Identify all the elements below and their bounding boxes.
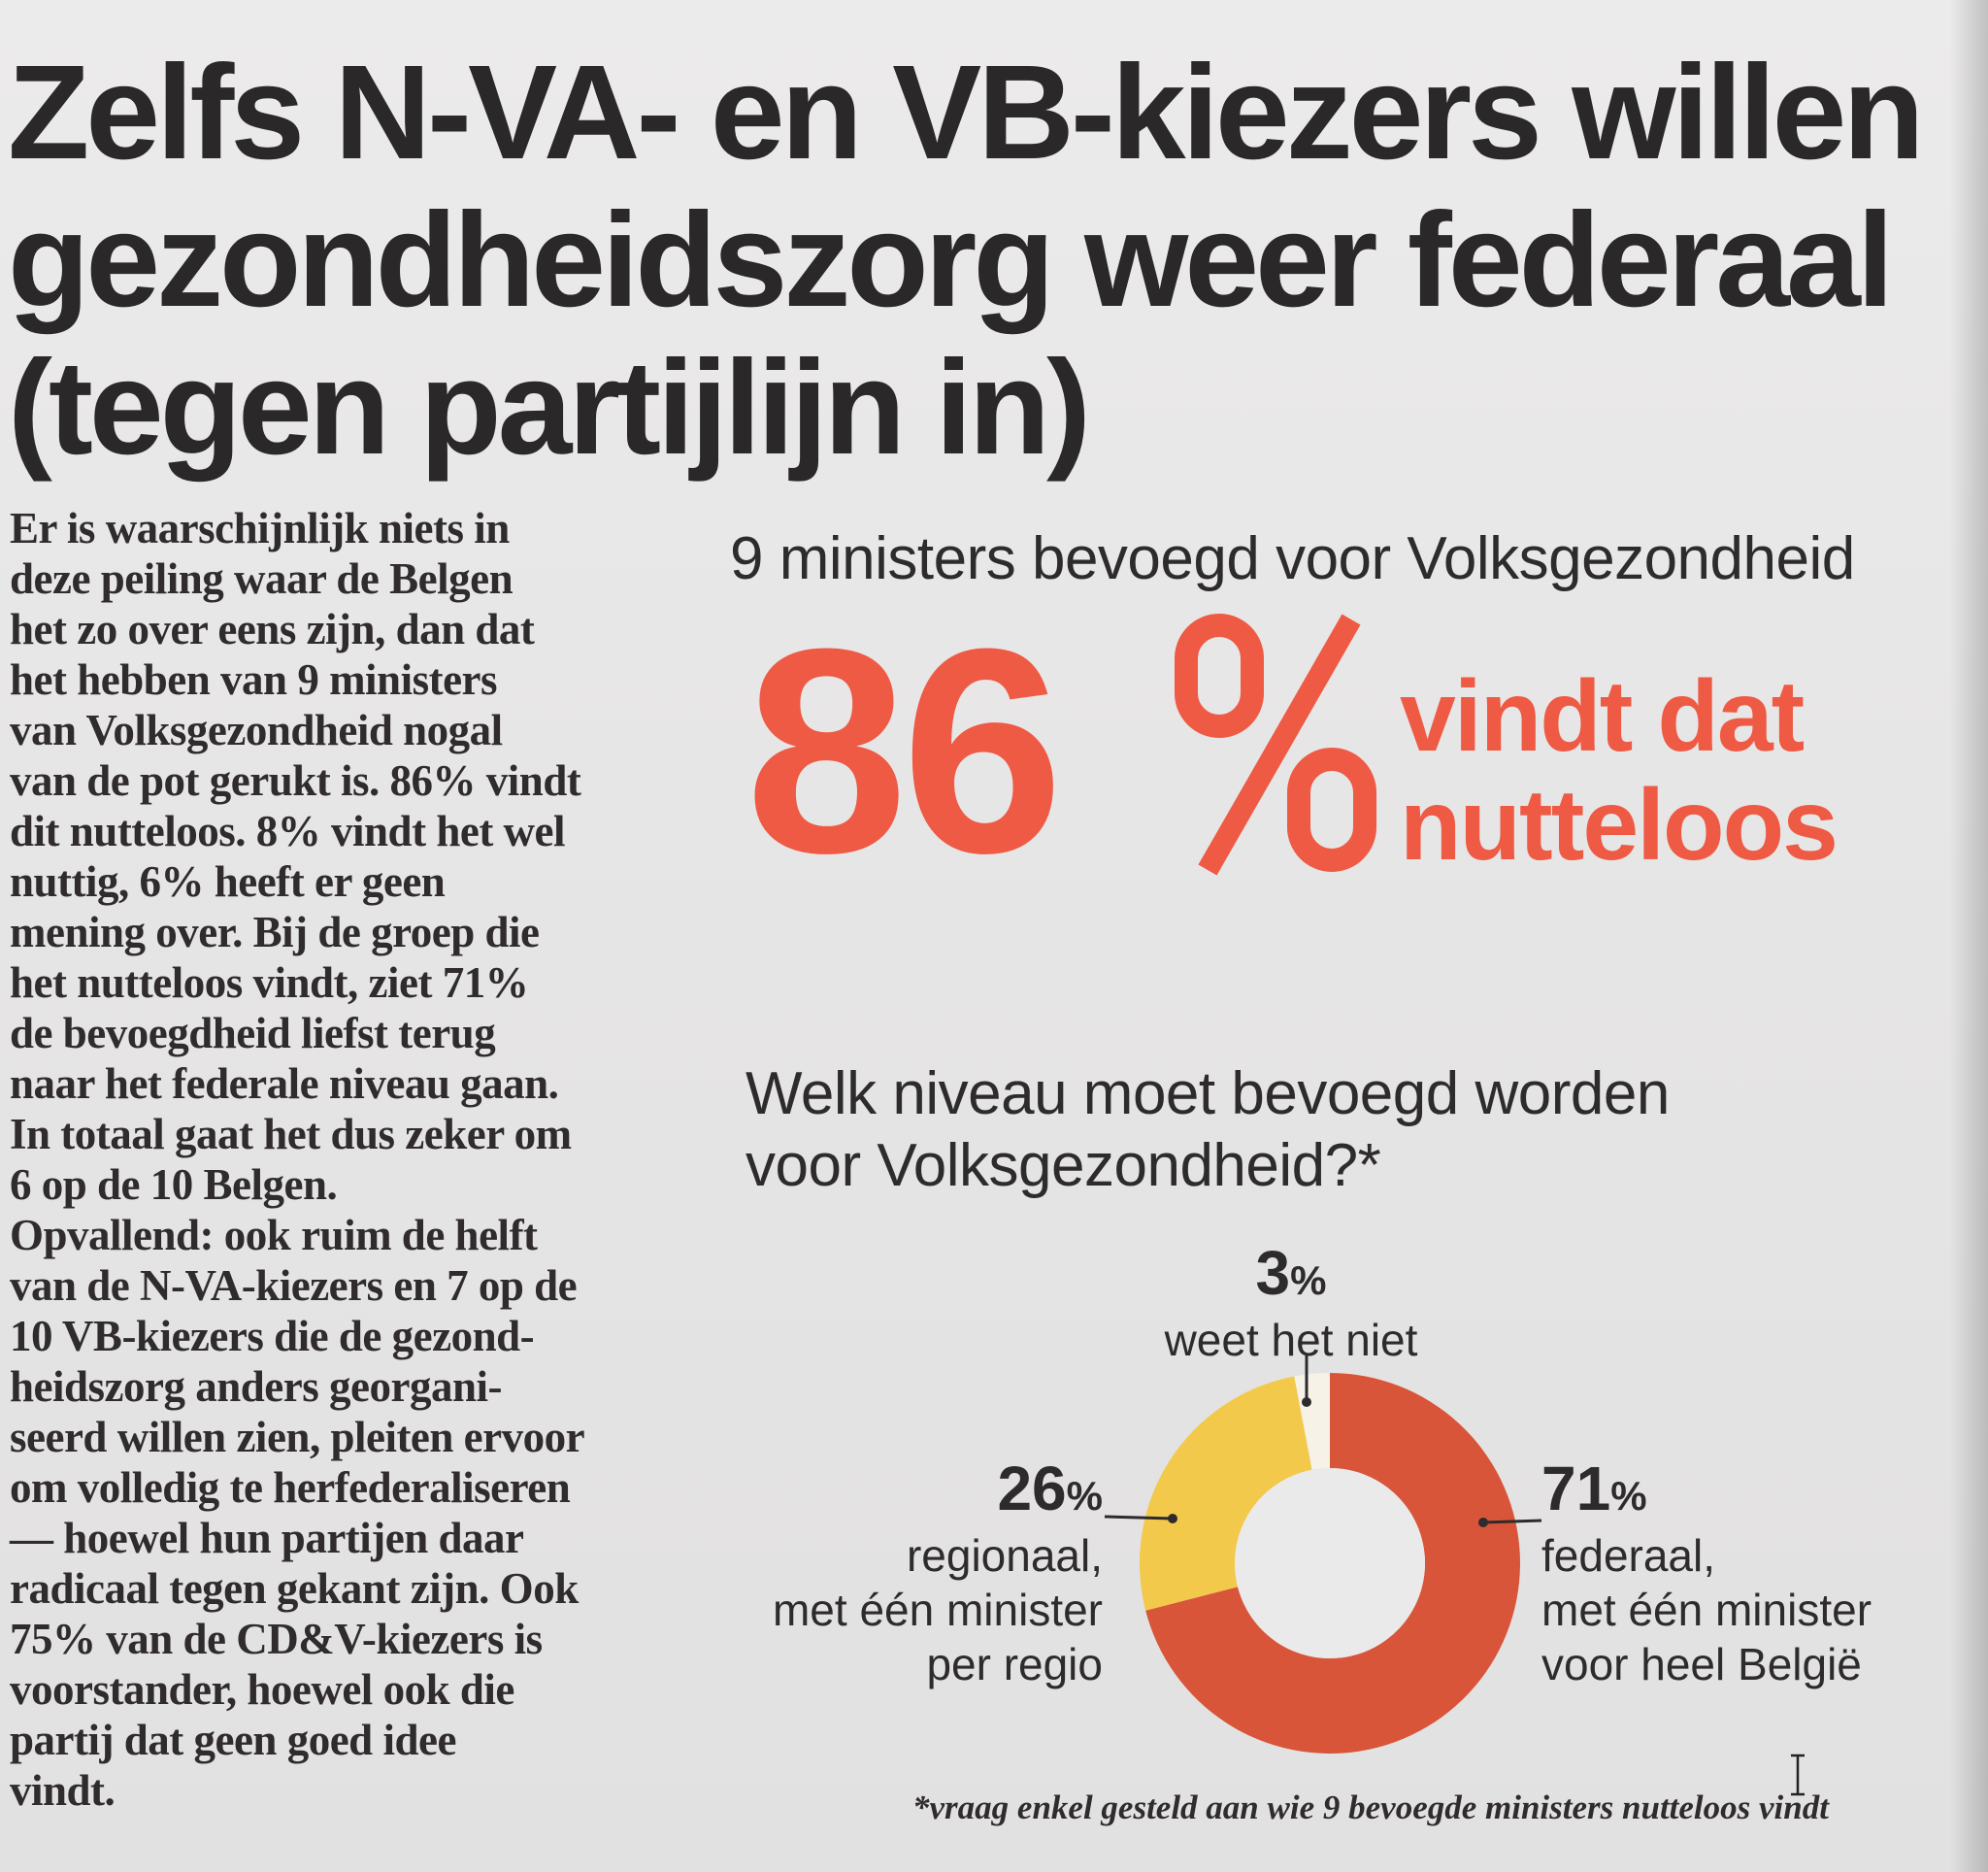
slice-label-line: met één minister [772, 1585, 1103, 1635]
body-line: dit nutteloos. 8% vindt het wel [10, 807, 566, 855]
body-line: nuttig, 6% heeft er geen [10, 857, 446, 906]
slice-label-line: weet het niet [1164, 1315, 1418, 1365]
slice-label-regionaal: 26% regionaal, met één minister per regi… [773, 1456, 1103, 1691]
slice-label-line: per regio [926, 1639, 1103, 1689]
body-line: 10 VB-kiezers die de gezond- [10, 1312, 535, 1360]
body-line: Er is waarschijnlijk niets in [10, 504, 510, 552]
stat-number: 86 [746, 587, 1064, 914]
body-line: om volledig te herfederaliseren [10, 1463, 571, 1512]
donut-slice-regionaal [1140, 1376, 1312, 1611]
donut-chart [1140, 1373, 1520, 1754]
slice-value: 26% [997, 1454, 1103, 1523]
body-line: deze peiling waar de Belgen [10, 554, 514, 603]
donut-hole [1235, 1468, 1425, 1658]
footnote: *vraag enkel gesteld aan wie 9 bevoegde … [912, 1788, 1829, 1826]
headline: Zelfs N-VA- en VB-kiezers willen gezondh… [8, 38, 1925, 483]
headline-line: gezondheidszorg weer federaal [8, 185, 1894, 335]
body-line: 75% van de CD&V-kiezers is [10, 1615, 543, 1663]
body-line: de bevoegdheid liefst terug [10, 1009, 496, 1057]
body-line: vindt. [10, 1766, 116, 1815]
slice-value: 71% [1541, 1454, 1647, 1523]
body-line: heidszorg anders georgani- [10, 1362, 502, 1411]
body-line: — hoewel hun partijen daar [10, 1514, 524, 1562]
body-line: naar het federale niveau gaan. [10, 1059, 559, 1108]
slice-label-line: regionaal, [906, 1530, 1103, 1581]
slice-value: 3% [1255, 1238, 1327, 1308]
body-line: mening over. Bij de groep die [10, 908, 540, 956]
percent-slash [1198, 614, 1361, 876]
question-line: voor Volksgezondheid?* [746, 1132, 1381, 1199]
donut-slice-federaal [1145, 1373, 1520, 1754]
slice-label-line: federaal, [1541, 1530, 1716, 1581]
percent-sign: % [1175, 614, 1376, 876]
stat-caption: vindt dat nutteloos [1400, 660, 1839, 882]
headline-line: Zelfs N-VA- en VB-kiezers willen [8, 38, 1925, 187]
headline-line: (tegen partijlijn in) [8, 333, 1091, 483]
body-line: Opvallend: ook ruim de helft [10, 1211, 538, 1259]
article-body: Er is waarschijnlijk niets in deze peili… [10, 503, 670, 1816]
body-line: het hebben van 9 ministers [10, 655, 498, 704]
body-line: het nutteloos vindt, ziet 71% [10, 958, 529, 1007]
stat-caption-line: nutteloos [1400, 769, 1839, 882]
body-line: van Volksgezondheid nogal [10, 706, 503, 754]
stat-caption-line: vindt dat [1400, 660, 1805, 773]
text-cursor-icon [1791, 1754, 1805, 1796]
body-line: voorstander, hoewel ook die [10, 1665, 514, 1714]
question-heading: Welk niveau moet bevoegd worden voor Vol… [746, 1058, 1670, 1202]
body-line: van de pot gerukt is. 86% vindt [10, 756, 581, 805]
body-line: radicaal tegen gekant zijn. Ook [10, 1564, 579, 1613]
body-line: 6 op de 10 Belgen. [10, 1160, 338, 1209]
slice-label-line: met één minister [1541, 1585, 1872, 1635]
stat-subhead: 9 ministers bevoegd voor Volksgezondheid [730, 525, 1855, 592]
percent-top-zero [1175, 614, 1264, 738]
slice-label-federaal: 71% federaal, met één minister voor heel… [1541, 1456, 1872, 1691]
body-line: seerd willen zien, pleiten ervoor [10, 1413, 585, 1461]
slice-label-weet-niet: 3% weet het niet [1145, 1241, 1437, 1367]
question-line: Welk niveau moet bevoegd worden [746, 1060, 1670, 1127]
donut-slice-weet-niet [1294, 1373, 1330, 1470]
slice-label-line: voor heel België [1541, 1639, 1862, 1689]
body-line: partij dat geen goed idee [10, 1716, 456, 1764]
percent-bottom-zero [1287, 748, 1376, 872]
body-line: van de N-VA-kiezers en 7 op de [10, 1261, 578, 1310]
body-line: het zo over eens zijn, dan dat [10, 605, 535, 653]
page-edge-shadow [1949, 0, 1988, 1872]
body-line: In totaal gaat het dus zeker om [10, 1110, 572, 1158]
